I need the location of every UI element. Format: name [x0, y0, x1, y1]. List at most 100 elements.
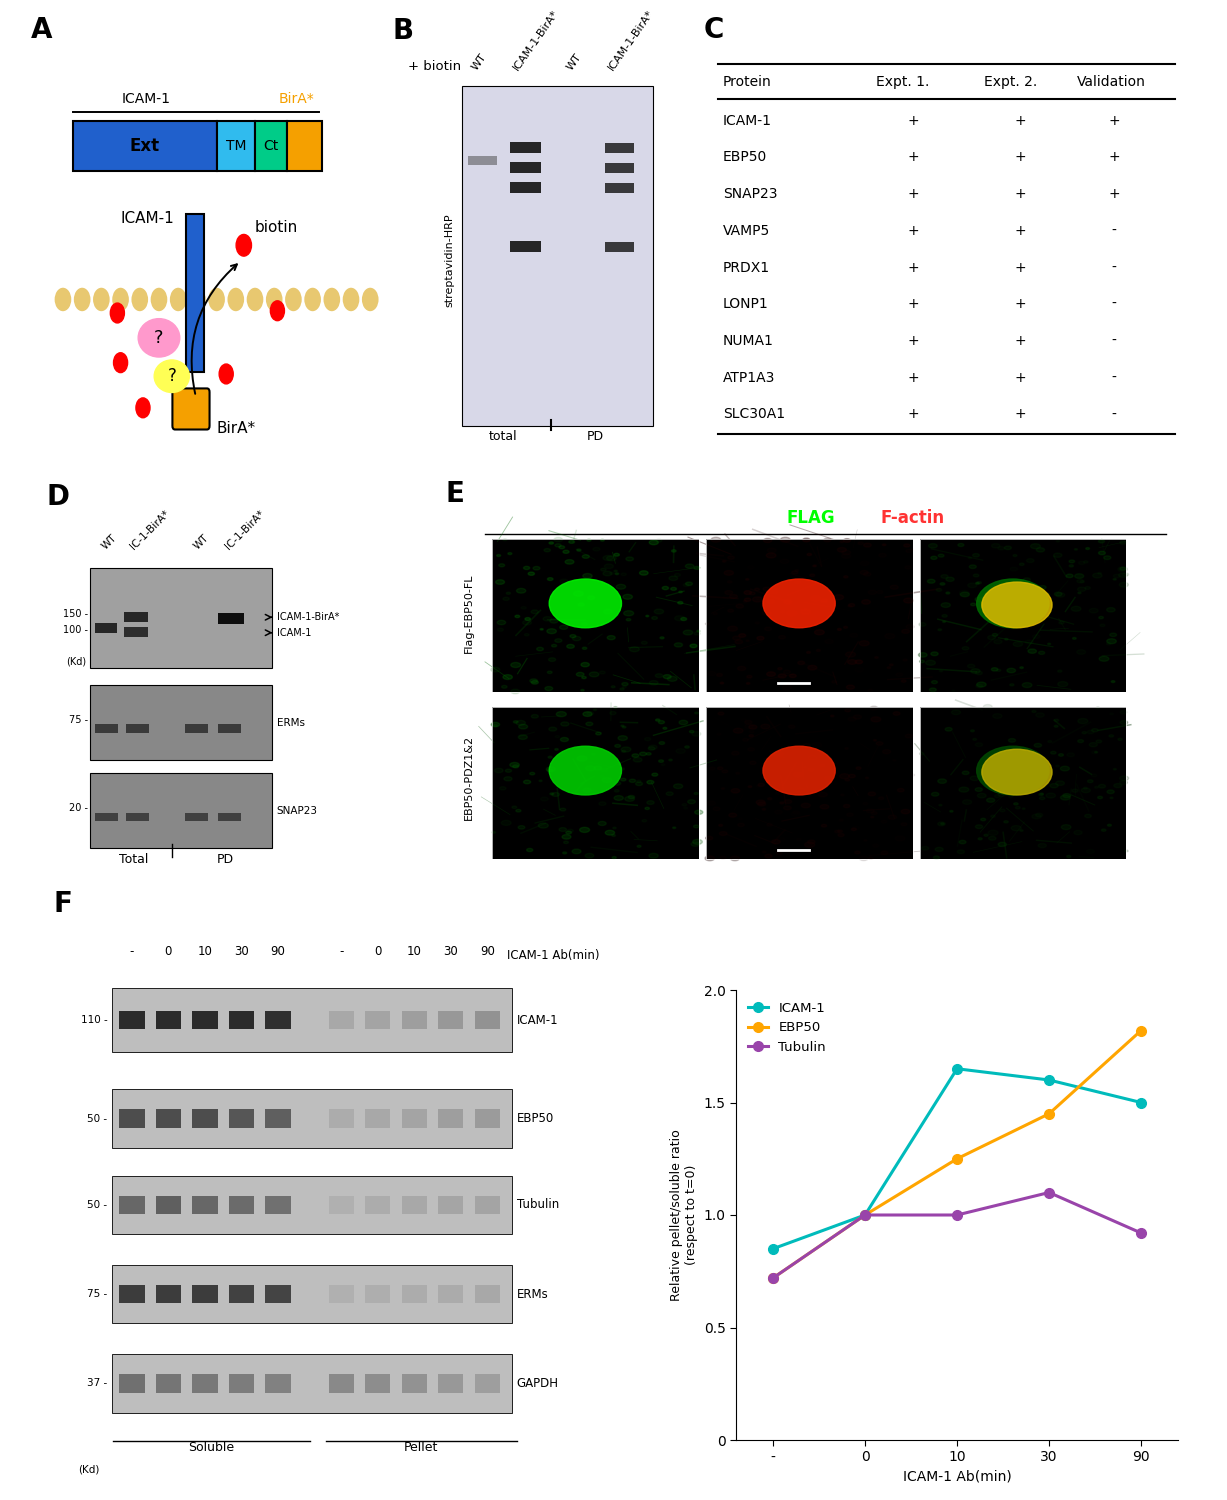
- Circle shape: [843, 538, 850, 543]
- Text: F-actin: F-actin: [881, 509, 945, 526]
- Circle shape: [854, 716, 861, 718]
- Bar: [438, 1286, 464, 1304]
- Circle shape: [585, 766, 595, 771]
- Circle shape: [621, 747, 631, 752]
- Circle shape: [342, 288, 360, 310]
- Circle shape: [1043, 597, 1045, 598]
- Circle shape: [1028, 784, 1032, 786]
- Text: +: +: [1015, 408, 1027, 422]
- Bar: [492, 540, 699, 692]
- Circle shape: [693, 840, 702, 844]
- Text: +: +: [1015, 224, 1027, 238]
- Circle shape: [844, 627, 848, 628]
- Text: +: +: [1015, 150, 1027, 165]
- Circle shape: [649, 540, 659, 544]
- Bar: [366, 1374, 390, 1392]
- Circle shape: [858, 542, 864, 544]
- Circle shape: [935, 847, 944, 852]
- Bar: [119, 1110, 145, 1128]
- Circle shape: [587, 538, 591, 542]
- Circle shape: [962, 771, 969, 774]
- Circle shape: [583, 788, 591, 792]
- Circle shape: [510, 663, 520, 668]
- Circle shape: [600, 670, 605, 674]
- Circle shape: [573, 636, 580, 640]
- Circle shape: [1098, 550, 1106, 555]
- Circle shape: [1086, 548, 1090, 549]
- Circle shape: [747, 675, 752, 678]
- Circle shape: [962, 646, 969, 650]
- ICAM-1: [858, 1206, 872, 1224]
- Text: +: +: [908, 370, 919, 384]
- Bar: [193, 1374, 217, 1392]
- Circle shape: [746, 676, 752, 680]
- Text: PD: PD: [217, 853, 234, 865]
- Circle shape: [1026, 640, 1033, 644]
- Circle shape: [869, 792, 876, 796]
- Circle shape: [1087, 780, 1093, 783]
- Circle shape: [639, 572, 648, 574]
- Circle shape: [975, 742, 983, 747]
- Circle shape: [525, 618, 530, 621]
- Circle shape: [1069, 566, 1074, 567]
- Circle shape: [548, 728, 557, 730]
- Circle shape: [718, 766, 723, 770]
- Circle shape: [931, 681, 937, 684]
- Circle shape: [1113, 574, 1120, 578]
- Circle shape: [888, 815, 897, 819]
- Circle shape: [647, 780, 654, 784]
- Bar: [509, 162, 541, 172]
- Circle shape: [517, 588, 526, 592]
- Ellipse shape: [977, 579, 1049, 628]
- Circle shape: [1077, 579, 1083, 584]
- Circle shape: [744, 600, 747, 602]
- Circle shape: [843, 804, 850, 807]
- Circle shape: [496, 580, 504, 585]
- Circle shape: [764, 853, 772, 858]
- Circle shape: [526, 849, 533, 852]
- Circle shape: [929, 543, 937, 548]
- Circle shape: [1072, 638, 1076, 639]
- Circle shape: [562, 834, 571, 839]
- Text: +: +: [908, 150, 919, 165]
- Bar: [329, 1374, 353, 1392]
- Circle shape: [1033, 760, 1039, 764]
- Circle shape: [860, 561, 869, 566]
- Circle shape: [940, 582, 945, 585]
- Circle shape: [798, 662, 805, 664]
- Circle shape: [869, 590, 876, 594]
- Circle shape: [728, 556, 734, 560]
- Circle shape: [937, 822, 945, 827]
- Bar: [90, 772, 271, 847]
- Circle shape: [694, 810, 703, 814]
- Circle shape: [606, 556, 616, 561]
- Text: 150 -: 150 -: [63, 609, 87, 619]
- Circle shape: [936, 588, 942, 591]
- Circle shape: [794, 772, 802, 777]
- Text: +: +: [1015, 114, 1027, 128]
- Text: SLC30A1: SLC30A1: [723, 408, 785, 422]
- Circle shape: [720, 682, 724, 684]
- Text: Total: Total: [119, 853, 148, 865]
- Circle shape: [946, 592, 950, 594]
- Circle shape: [708, 672, 715, 675]
- Circle shape: [951, 710, 961, 714]
- Text: NUMA1: NUMA1: [723, 334, 773, 348]
- Text: WT: WT: [99, 532, 119, 550]
- Circle shape: [967, 664, 974, 668]
- Bar: [920, 540, 1126, 692]
- Circle shape: [681, 618, 687, 621]
- Circle shape: [74, 288, 91, 310]
- Bar: [113, 988, 512, 1053]
- Text: ERMs: ERMs: [276, 717, 304, 728]
- Circle shape: [996, 768, 1001, 770]
- Circle shape: [1080, 580, 1085, 582]
- Circle shape: [652, 772, 658, 776]
- Bar: [156, 1196, 182, 1214]
- Circle shape: [585, 722, 593, 726]
- Circle shape: [636, 782, 643, 786]
- Circle shape: [867, 688, 872, 692]
- Circle shape: [577, 549, 580, 550]
- Circle shape: [910, 549, 913, 550]
- EBP50: [766, 1269, 780, 1287]
